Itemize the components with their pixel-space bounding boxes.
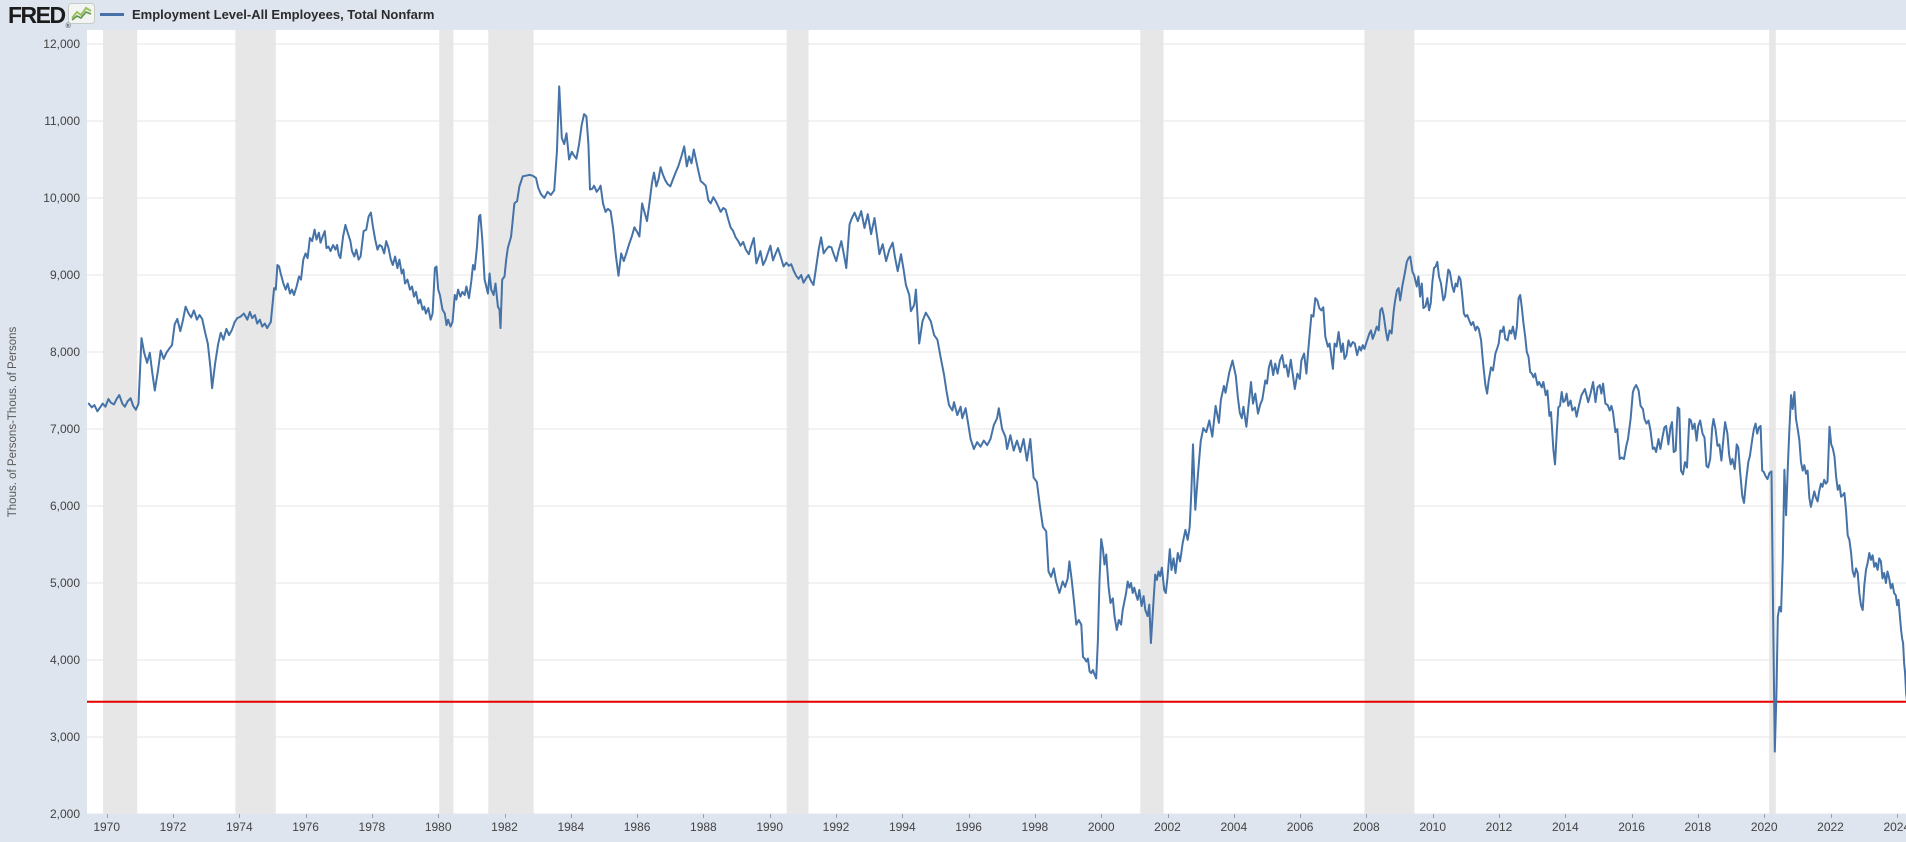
x-tick-mark xyxy=(836,814,837,818)
x-tick-label: 1970 xyxy=(93,820,121,834)
y-tick-label: 4,000 xyxy=(49,653,80,667)
x-tick-label: 2008 xyxy=(1353,820,1380,834)
x-tick-label: 1994 xyxy=(888,820,916,834)
chart-header: FRED® Employment Level-All Employees, To… xyxy=(0,0,1906,30)
x-tick-label: 1986 xyxy=(623,820,651,834)
y-tick-label: 9,000 xyxy=(49,268,80,282)
x-tick-label: 1998 xyxy=(1021,820,1049,834)
x-tick-mark xyxy=(1300,814,1302,818)
x-tick-label: 1982 xyxy=(491,820,518,834)
y-tick-label: 10,000 xyxy=(43,191,80,205)
x-tick-mark xyxy=(1830,814,1832,818)
y-tick-label: 11,000 xyxy=(44,114,80,128)
registered-mark: ® xyxy=(65,23,71,30)
x-tick-mark xyxy=(1499,814,1500,818)
chart-canvas xyxy=(87,30,1906,814)
x-tick-label: 1992 xyxy=(822,820,850,834)
x-tick-label: 1984 xyxy=(557,820,585,834)
x-tick-label: 1996 xyxy=(955,820,982,834)
legend-label[interactable]: Employment Level-All Employees, Total No… xyxy=(132,7,435,22)
legend: Employment Level-All Employees, Total No… xyxy=(100,7,434,22)
x-tick-mark xyxy=(637,814,639,818)
recession-band xyxy=(103,30,138,814)
recession-band xyxy=(235,30,276,814)
x-tick-label: 2014 xyxy=(1551,820,1579,834)
x-tick-label: 1974 xyxy=(225,820,253,834)
x-tick-mark xyxy=(1697,814,1699,818)
x-tick-mark xyxy=(1366,814,1368,818)
x-tick-label: 1976 xyxy=(292,820,319,834)
plot-area[interactable] xyxy=(87,30,1906,814)
y-tick-label: 5,000 xyxy=(49,576,80,590)
legend-line-swatch xyxy=(100,13,124,16)
x-tick-mark xyxy=(1167,814,1169,818)
x-tick-mark xyxy=(173,814,174,818)
y-tick-label: 7,000 xyxy=(49,422,80,436)
x-tick-mark xyxy=(1631,814,1633,818)
x-tick-label: 1988 xyxy=(690,820,717,834)
x-tick-mark xyxy=(968,814,970,818)
recession-band xyxy=(786,30,809,814)
x-tick-label: 2024 xyxy=(1883,820,1906,834)
x-tick-mark xyxy=(570,814,572,818)
x-tick-mark xyxy=(1432,814,1434,818)
x-tick-mark xyxy=(769,814,771,818)
recession-band xyxy=(1769,30,1776,814)
y-tick-label: 2,000 xyxy=(49,807,80,821)
x-tick-label: 2004 xyxy=(1220,820,1248,834)
fred-sparkline-icon xyxy=(68,3,95,24)
y-tick-label: 12,000 xyxy=(43,37,80,51)
recession-band xyxy=(1140,30,1164,814)
x-tick-mark xyxy=(1034,814,1036,818)
x-tick-mark xyxy=(438,814,440,818)
x-tick-mark xyxy=(371,814,373,818)
x-tick-mark xyxy=(504,814,506,818)
x-tick-mark xyxy=(1896,814,1898,818)
employment-series-line xyxy=(87,85,1906,753)
y-tick-label: 3,000 xyxy=(49,730,80,744)
x-tick-label: 1972 xyxy=(159,820,187,834)
x-tick-mark xyxy=(703,814,705,818)
x-tick-label: 2002 xyxy=(1154,820,1181,834)
recession-band xyxy=(439,30,454,814)
x-tick-mark xyxy=(1101,814,1103,818)
x-tick-label: 2012 xyxy=(1485,820,1513,834)
x-tick-label: 1990 xyxy=(756,820,784,834)
x-tick-mark xyxy=(902,814,904,818)
x-tick-mark xyxy=(1233,814,1235,818)
x-tick-label: 2010 xyxy=(1419,820,1447,834)
x-tick-label: 2000 xyxy=(1087,820,1115,834)
y-tick-label: 6,000 xyxy=(49,499,80,513)
x-tick-label: 2022 xyxy=(1817,820,1844,834)
x-tick-label: 2020 xyxy=(1750,820,1778,834)
x-tick-label: 2018 xyxy=(1684,820,1712,834)
x-tick-mark xyxy=(1565,814,1567,818)
x-tick-mark xyxy=(1764,814,1766,818)
recession-band xyxy=(1364,30,1415,814)
x-tick-label: 2006 xyxy=(1286,820,1314,834)
x-tick-mark xyxy=(239,814,241,818)
recession-band xyxy=(488,30,534,814)
fred-logo[interactable]: FRED® xyxy=(8,2,71,30)
x-tick-label: 1980 xyxy=(424,820,452,834)
x-tick-mark xyxy=(305,814,307,818)
x-tick-mark xyxy=(106,814,108,818)
x-tick-label: 2016 xyxy=(1618,820,1645,834)
x-tick-label: 1978 xyxy=(358,820,386,834)
y-tick-label: 8,000 xyxy=(49,345,80,359)
